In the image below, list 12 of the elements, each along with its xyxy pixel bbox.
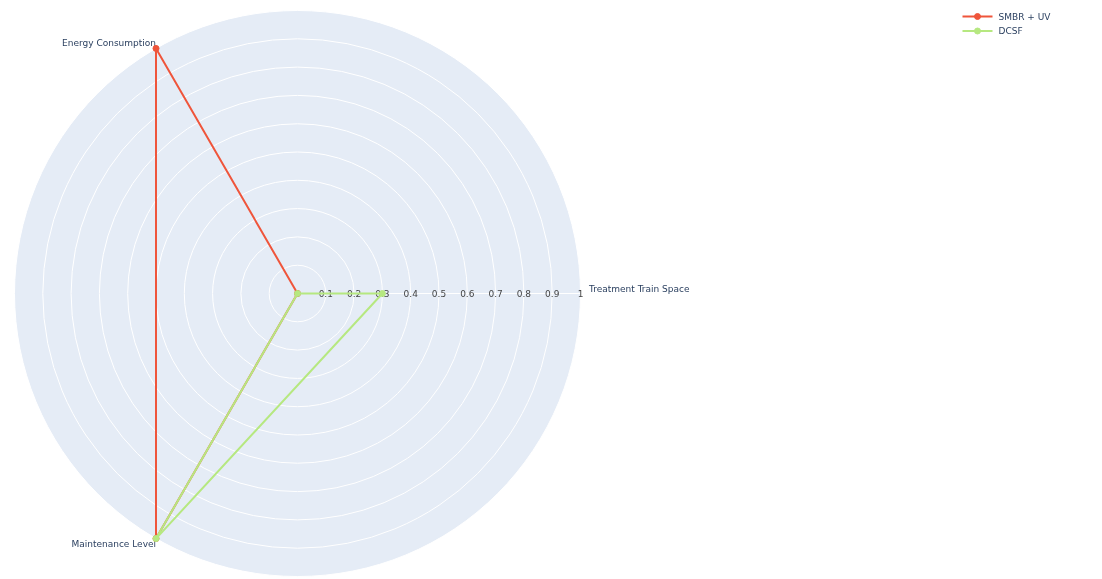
y-tick-label: 0.6 bbox=[460, 289, 475, 299]
y-tick-label: 0.4 bbox=[403, 289, 419, 299]
legend-label: DCSF bbox=[998, 26, 1023, 36]
spoke-label: Energy Consumption bbox=[62, 38, 157, 49]
spoke-label: Treatment Train Space bbox=[587, 283, 690, 294]
y-tick-label: 0.5 bbox=[431, 289, 447, 299]
legend-label: SMBR + UV bbox=[998, 11, 1052, 22]
y-tick-label: 0.7 bbox=[488, 289, 503, 299]
spoke-label: Maintenance Level bbox=[71, 538, 156, 549]
y-tick-label: 0.8 bbox=[516, 289, 532, 299]
y-tick-label: 1 bbox=[577, 289, 584, 299]
y-tick-label: 0.9 bbox=[545, 289, 560, 299]
